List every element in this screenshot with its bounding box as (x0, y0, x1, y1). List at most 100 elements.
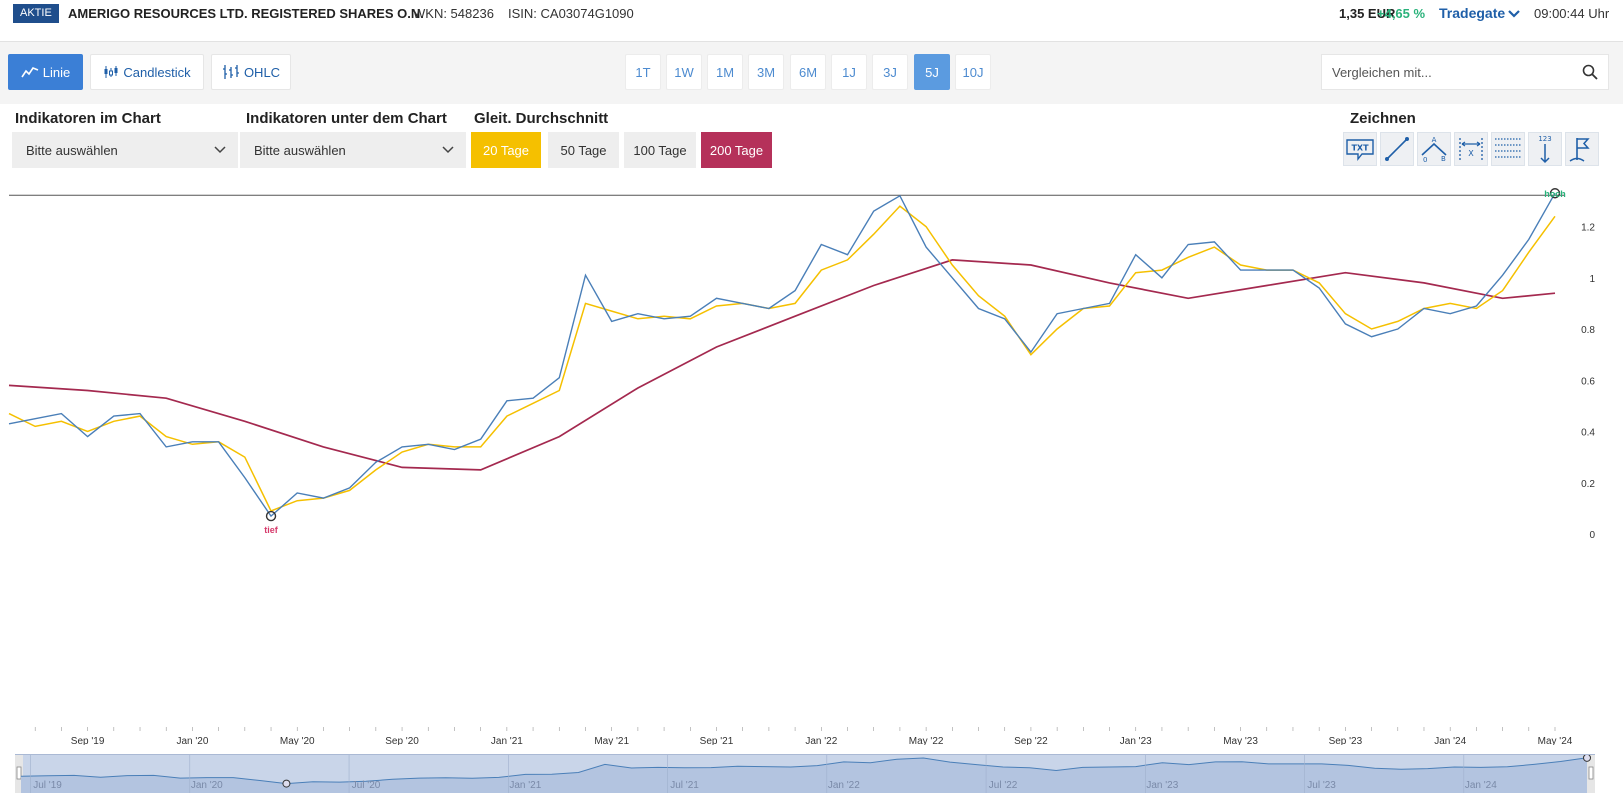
draw-tool-value-button[interactable]: 123 (1528, 132, 1562, 166)
x-tick-label: Jan '21 (491, 736, 523, 745)
navigator-left-grip[interactable] (16, 766, 22, 780)
y-tick-label: 0 (1589, 530, 1595, 541)
navigator-tick-label: Jul '23 (1307, 780, 1336, 791)
draw-label: Zeichnen (1350, 110, 1416, 127)
period-10j-button[interactable]: 10J (955, 54, 991, 90)
indicators-under-chart-select[interactable]: Bitte auswählen (240, 132, 466, 168)
chart-type-line-button[interactable]: Linie (8, 54, 83, 90)
period-5j-button[interactable]: 5J (914, 54, 950, 90)
x-tick-label: May '20 (280, 736, 315, 745)
low-label: tief (264, 525, 279, 535)
navigator-tick-label: Jan '22 (828, 780, 860, 791)
x-tick-label: Jan '23 (1120, 736, 1152, 745)
svg-text:0: 0 (1423, 156, 1427, 163)
select-value: Bitte auswählen (26, 142, 118, 158)
line-tool-icon (1385, 137, 1409, 161)
x-tick-label: Sep '19 (71, 736, 105, 745)
grid-lines-tool-icon (1495, 138, 1521, 158)
ma-50-button[interactable]: 50 Tage (548, 132, 619, 168)
high-label: hoch (1544, 189, 1566, 199)
chevron-down-icon (1508, 10, 1520, 18)
navigator-tick-label: Jul '22 (989, 780, 1018, 791)
period-6m-button[interactable]: 6M (790, 54, 826, 90)
ohlc-icon (222, 65, 239, 79)
exchange-name: Tradegate (1439, 5, 1506, 21)
navigator-low-marker (282, 779, 291, 788)
chart-type-candlestick-button[interactable]: Candlestick (90, 54, 204, 90)
draw-tool-flag-button[interactable] (1565, 132, 1599, 166)
triangle-abc-tool-icon: A 0 B (1421, 136, 1447, 163)
draw-tool-triangle-button[interactable]: A 0 B (1417, 132, 1451, 166)
period-3m-button[interactable]: 3M (748, 54, 784, 90)
series-line-ma200 (8, 259, 1556, 471)
text-tool-icon: TXT (1346, 139, 1374, 161)
x-tick-label: May '21 (594, 736, 629, 745)
select-value: Bitte auswählen (254, 142, 346, 158)
value-arrow-tool-icon: 123 (1538, 135, 1552, 164)
draw-tool-measure-button[interactable]: X (1454, 132, 1488, 166)
x-tick-label: Jan '22 (805, 736, 837, 745)
x-tick-label: Sep '20 (385, 736, 419, 745)
navigator-tick-label: Jul '21 (670, 780, 699, 791)
navigator-tick-label: Jan '23 (1146, 780, 1178, 791)
y-tick-label: 0.6 (1581, 376, 1595, 387)
wkn-label: WKN: 548236 (413, 6, 494, 21)
compare-input[interactable] (1332, 64, 1572, 80)
navigator-right-grip[interactable] (1588, 766, 1594, 780)
x-tick-label: Sep '22 (1014, 736, 1048, 745)
navigator-tick-label: Jul '20 (352, 780, 381, 791)
svg-text:TXT: TXT (1351, 144, 1369, 153)
x-tick-label: Sep '23 (1329, 736, 1363, 745)
navigator-area (21, 757, 1587, 793)
svg-text:X: X (1468, 149, 1474, 158)
x-tick-label: May '22 (909, 736, 944, 745)
draw-tool-text-button[interactable]: TXT (1343, 132, 1377, 166)
draw-tool-grid-button[interactable] (1491, 132, 1525, 166)
candlestick-icon (104, 66, 118, 78)
chart-navigator[interactable]: Jul '19 Jan '20 Jul '20 Jan '21 Jul '21 Jan '… (15, 753, 1595, 793)
chart-type-ohlc-button[interactable]: OHLC (211, 54, 291, 90)
low-marker (265, 510, 277, 522)
y-tick-label: 1.2 (1581, 223, 1595, 234)
chart-type-label: Linie (42, 64, 71, 80)
chevron-down-icon (442, 146, 454, 154)
chevron-down-icon (214, 146, 226, 154)
period-1w-button[interactable]: 1W (666, 54, 702, 90)
period-1m-button[interactable]: 1M (707, 54, 743, 90)
ma-200-button[interactable]: 200 Tage (701, 132, 772, 168)
navigator-chart: Jul '19 Jan '20 Jul '20 Jan '21 Jul '21 Jan '… (15, 753, 1595, 793)
search-icon[interactable] (1582, 64, 1598, 80)
price-chart[interactable]: 0 0.2 0.4 0.6 0.8 1 1.2 Sep '19 Jan '20 May '20 Se… (5, 175, 1609, 745)
x-tick-label: May '24 (1538, 736, 1573, 745)
isin-label: ISIN: CA03074G1090 (508, 6, 634, 21)
svg-text:123: 123 (1538, 135, 1551, 143)
y-tick-label: 1 (1589, 274, 1595, 285)
period-1j-button[interactable]: 1J (831, 54, 867, 90)
stock-name: AMERIGO RESOURCES LTD. REGISTERED SHARES… (68, 6, 424, 21)
ma-20-button[interactable]: 20 Tage (471, 132, 541, 168)
chart-type-label: Candlestick (123, 64, 191, 80)
indicators-under-chart-label: Indikatoren unter dem Chart (246, 110, 447, 127)
chart-panel: Indikatoren im Chart Bitte auswählen Ind… (5, 104, 1609, 744)
period-1t-button[interactable]: 1T (625, 54, 661, 90)
indicators-in-chart-select[interactable]: Bitte auswählen (12, 132, 238, 168)
navigator-tick-label: Jul '19 (33, 780, 62, 791)
price-change-label: +4,65 % (1377, 6, 1426, 21)
indicators-in-chart-label: Indikatoren im Chart (15, 110, 161, 127)
navigator-tick-label: Jan '20 (191, 780, 223, 791)
timestamp: 09:00:44 Uhr (1534, 6, 1610, 21)
asset-type-badge: AKTIE (13, 4, 59, 23)
navigator-tick-label: Jan '24 (1465, 780, 1497, 791)
moving-average-label: Gleit. Durchschnitt (474, 110, 609, 127)
series-line-price (8, 192, 1556, 518)
top-bar: AKTIE AMERIGO RESOURCES LTD. REGISTERED … (0, 0, 1623, 42)
draw-tool-line-button[interactable] (1380, 132, 1414, 166)
x-tick-label: May '23 (1223, 736, 1258, 745)
svg-text:B: B (1441, 155, 1446, 163)
exchange-selector[interactable]: Tradegate (1439, 5, 1520, 21)
line-chart-icon (21, 67, 39, 78)
ma-100-button[interactable]: 100 Tage (624, 132, 696, 168)
navigator-line (20, 757, 1588, 785)
period-3j-button[interactable]: 3J (872, 54, 908, 90)
y-tick-label: 0.2 (1581, 479, 1595, 490)
